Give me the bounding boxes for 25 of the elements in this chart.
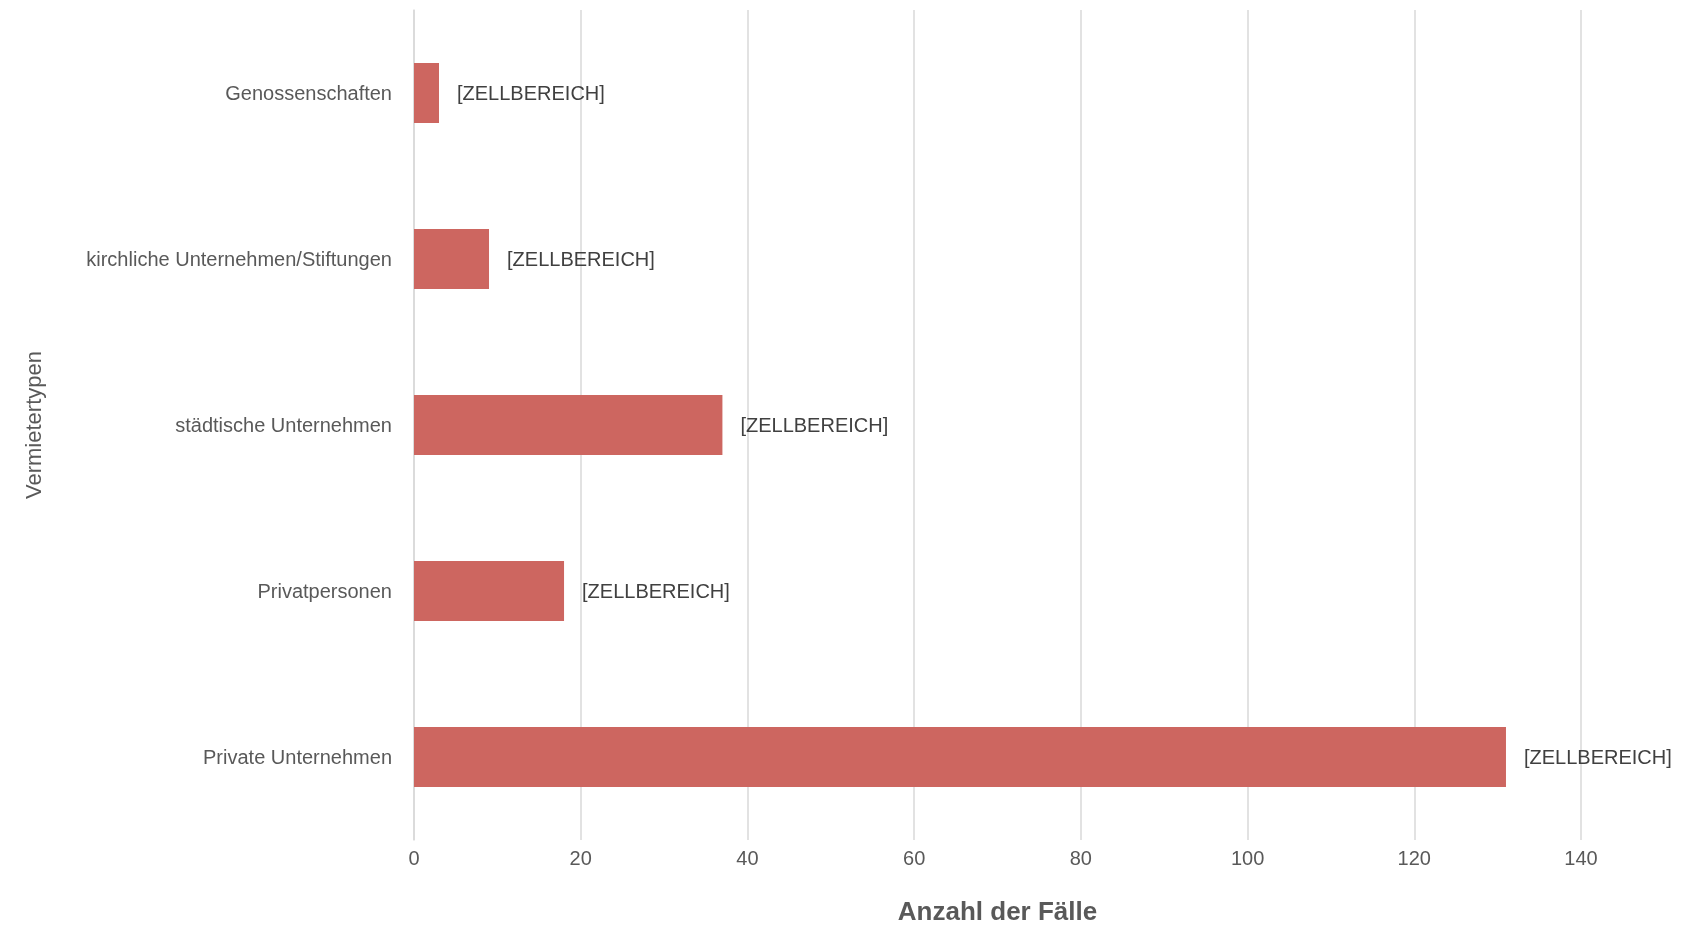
bar — [414, 727, 1506, 787]
data-label: [ZELLBEREICH] — [507, 248, 655, 270]
x-tick-label: 60 — [903, 847, 926, 869]
x-tick-label: 120 — [1397, 847, 1431, 869]
data-label: [ZELLBEREICH] — [740, 414, 889, 436]
data-label: [ZELLBEREICH] — [457, 82, 605, 104]
y-tick-label: städtische Unternehmen — [175, 414, 392, 436]
bar — [414, 63, 440, 123]
x-axis-title: Anzahl der Fälle — [897, 896, 1098, 926]
bar — [414, 561, 565, 621]
x-tick-label: 20 — [569, 847, 592, 869]
x-tick-label: 100 — [1230, 847, 1265, 869]
data-label: [ZELLBEREICH] — [582, 580, 730, 602]
x-tick-label: 140 — [1564, 847, 1598, 869]
bar — [414, 395, 723, 455]
x-tick-label: 80 — [1069, 847, 1092, 869]
y-tick-label: Genossenschaften — [225, 82, 392, 104]
y-tick-label: Privatpersonen — [257, 580, 392, 602]
data-label: [ZELLBEREICH] — [1523, 746, 1672, 768]
y-axis-title: Vermietertypen — [20, 351, 46, 499]
y-tick-label: Private Unternehmen — [203, 746, 392, 768]
bar — [414, 229, 490, 289]
y-tick-label: kirchliche Unternehmen/Stiftungen — [86, 248, 392, 270]
x-tick-label: 40 — [736, 847, 759, 869]
x-tick-label: 0 — [408, 847, 420, 869]
